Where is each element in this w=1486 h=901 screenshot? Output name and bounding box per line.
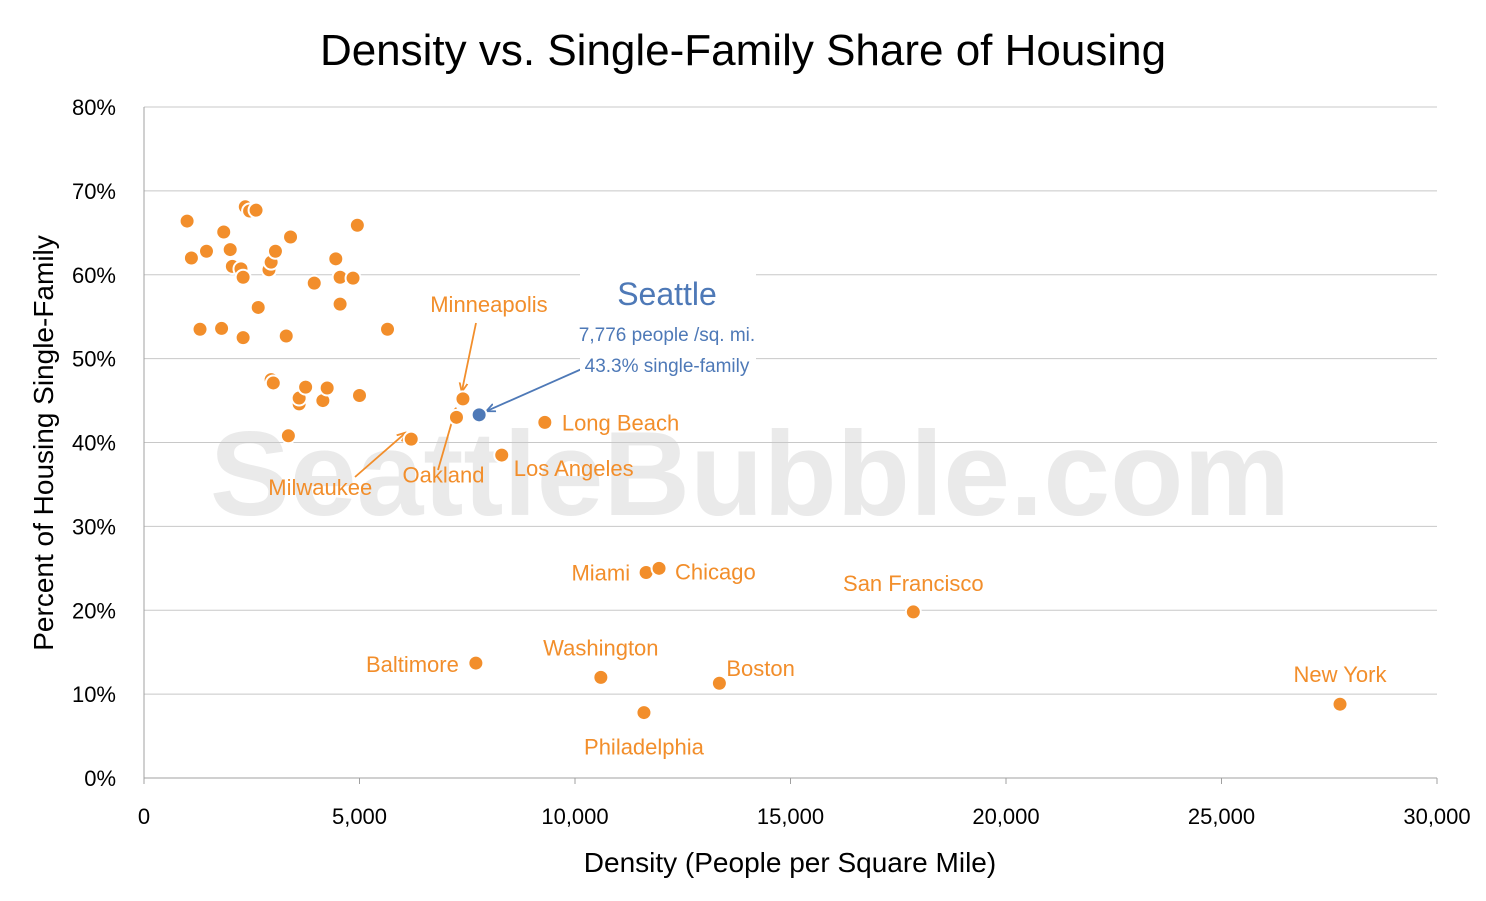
data-point-new-york bbox=[1331, 695, 1349, 713]
data-point-san-francisco bbox=[904, 603, 922, 621]
data-point bbox=[247, 201, 265, 219]
data-point-philadelphia bbox=[635, 704, 653, 722]
y-axis-ticks: 0% 10% 20% 30% 40% 50% 60% 70% 80% bbox=[72, 95, 116, 791]
data-point-minneapolis bbox=[454, 390, 472, 408]
data-point bbox=[266, 242, 284, 260]
city-label-washington: Washington bbox=[543, 635, 658, 660]
arrow-milwaukee bbox=[354, 433, 405, 478]
y-tick-label: 50% bbox=[72, 347, 116, 372]
chart-title: Density vs. Single-Family Share of Housi… bbox=[320, 26, 1166, 75]
data-point-chicago bbox=[650, 559, 668, 577]
data-point bbox=[234, 329, 252, 347]
data-point bbox=[215, 223, 233, 241]
city-label-philadelphia: Philadelphia bbox=[584, 735, 705, 760]
data-point-washington bbox=[592, 668, 610, 686]
data-point bbox=[213, 319, 231, 337]
y-tick-label: 10% bbox=[72, 682, 116, 707]
y-tick-label: 70% bbox=[72, 179, 116, 204]
x-tick-label: 15,000 bbox=[757, 804, 824, 829]
data-point bbox=[221, 241, 239, 259]
data-point-long-beach bbox=[536, 413, 554, 431]
seattle-callout-backdrop bbox=[580, 270, 756, 382]
data-point-baltimore bbox=[467, 654, 485, 672]
y-tick-label: 30% bbox=[72, 514, 116, 539]
data-point bbox=[264, 374, 282, 392]
data-point bbox=[327, 250, 345, 268]
city-label-milwaukee: Milwaukee bbox=[268, 475, 372, 500]
city-label-long-beach: Long Beach bbox=[562, 410, 679, 435]
y-tick-label: 60% bbox=[72, 263, 116, 288]
data-point bbox=[277, 327, 295, 345]
x-tick-label: 0 bbox=[138, 804, 150, 829]
seattle-name-label: Seattle bbox=[617, 276, 717, 312]
x-axis-ticks: 0 5,000 10,000 15,000 20,000 25,000 30,000 bbox=[138, 804, 1471, 829]
data-point bbox=[379, 320, 397, 338]
y-tick-label: 0% bbox=[84, 766, 116, 791]
x-axis-title: Density (People per Square Mile) bbox=[584, 847, 996, 878]
data-point bbox=[279, 427, 297, 445]
x-tick-label: 10,000 bbox=[541, 804, 608, 829]
city-label-new-york: New York bbox=[1294, 662, 1388, 687]
data-point bbox=[197, 242, 215, 260]
data-point bbox=[318, 379, 336, 397]
watermark: SeattleBubble.com bbox=[210, 407, 1290, 541]
city-label-san-francisco: San Francisco bbox=[843, 571, 984, 596]
y-tick-label: 40% bbox=[72, 431, 116, 456]
data-point-milwaukee bbox=[402, 430, 420, 448]
y-tick-label: 20% bbox=[72, 598, 116, 623]
point-labels: Minneapolis Oakland Milwaukee Long Beach Los… bbox=[268, 292, 1387, 760]
city-label-chicago: Chicago bbox=[675, 559, 756, 584]
data-point-boston bbox=[710, 674, 728, 692]
data-point bbox=[249, 298, 267, 316]
seattle-callout: Seattle 7,776 people /sq. mi. 43.3% sing… bbox=[579, 270, 756, 382]
data-point bbox=[351, 387, 368, 405]
data-point bbox=[182, 249, 200, 267]
data-point bbox=[282, 228, 300, 246]
seattle-share-label: 43.3% single-family bbox=[585, 356, 750, 377]
city-label-boston: Boston bbox=[726, 656, 795, 681]
data-point bbox=[297, 378, 315, 396]
city-label-oakland: Oakland bbox=[402, 462, 484, 487]
data-points bbox=[178, 198, 1349, 722]
seattle-density-label: 7,776 people /sq. mi. bbox=[579, 325, 755, 346]
x-tick-label: 5,000 bbox=[332, 804, 387, 829]
data-point-seattle bbox=[470, 406, 488, 424]
city-label-minneapolis: Minneapolis bbox=[430, 292, 547, 317]
data-point bbox=[178, 212, 196, 230]
data-point bbox=[344, 269, 362, 287]
arrow-minneapolis bbox=[462, 322, 477, 391]
data-point-oakland bbox=[447, 408, 465, 426]
data-point bbox=[331, 295, 349, 313]
y-axis-title: Percent of Housing Single-Family bbox=[28, 235, 59, 651]
x-tick-label: 20,000 bbox=[972, 804, 1039, 829]
data-point bbox=[234, 268, 252, 286]
data-point bbox=[305, 274, 323, 292]
arrow-seattle bbox=[487, 367, 585, 411]
data-point bbox=[191, 320, 209, 338]
city-label-miami: Miami bbox=[571, 561, 630, 586]
x-tick-label: 30,000 bbox=[1403, 804, 1470, 829]
data-point-los-angeles bbox=[493, 446, 511, 464]
data-point bbox=[348, 216, 366, 234]
city-label-baltimore: Baltimore bbox=[366, 652, 459, 677]
x-tick-label: 25,000 bbox=[1188, 804, 1255, 829]
y-tick-label: 80% bbox=[72, 95, 116, 120]
city-label-los-angeles: Los Angeles bbox=[514, 456, 634, 481]
